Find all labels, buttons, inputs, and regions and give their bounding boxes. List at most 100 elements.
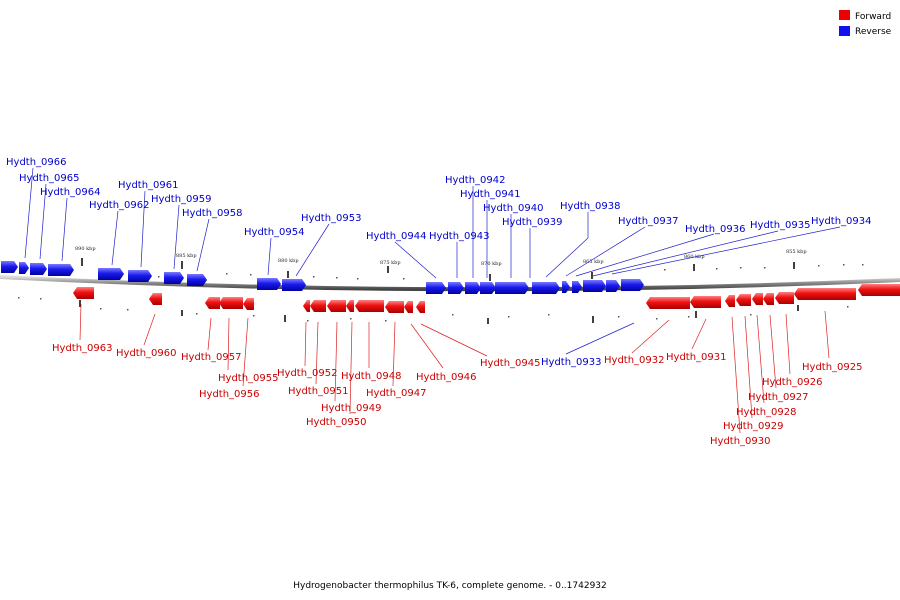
gene-label: Hydth_0956: [199, 389, 260, 400]
gene-arrow[interactable]: [385, 301, 404, 313]
gene-arrow[interactable]: [572, 281, 582, 293]
gene-label: Hydth_0928: [736, 407, 797, 418]
reverse-gene-labels: Hydth_0966 Hydth_0965 Hydth_0964 Hydth_0…: [6, 157, 872, 368]
gene-arrow[interactable]: [690, 296, 721, 308]
gene-arrow[interactable]: [205, 297, 220, 309]
gene-arrow[interactable]: [562, 281, 570, 293]
gene-label: Hydth_0930: [710, 436, 771, 447]
gene-label: Hydth_0965: [19, 173, 80, 184]
gene-arrow[interactable]: [73, 287, 94, 299]
gene-label: Hydth_0942: [445, 175, 506, 186]
gene-arrow[interactable]: [725, 295, 735, 307]
legend: Forward Reverse: [839, 10, 892, 37]
gene-label: Hydth_0933: [541, 357, 602, 368]
gene-label: Hydth_0941: [460, 189, 521, 200]
gene-label: Hydth_0927: [748, 392, 809, 403]
legend-forward-label: Forward: [855, 12, 891, 22]
gene-arrow[interactable]: [465, 282, 481, 294]
gene-arrow[interactable]: [646, 297, 690, 309]
gene-label: Hydth_0952: [277, 368, 338, 379]
gene-arrow[interactable]: [219, 297, 243, 309]
gene-arrow[interactable]: [128, 270, 152, 282]
gene-label: Hydth_0958: [182, 208, 243, 219]
gene-label: Hydth_0946: [416, 372, 477, 383]
gene-arrow[interactable]: [752, 293, 763, 305]
gene-label: Hydth_0960: [116, 348, 177, 359]
gene-arrow[interactable]: [243, 298, 254, 310]
gene-label: Hydth_0925: [802, 362, 863, 373]
gene-arrow[interactable]: [355, 300, 384, 312]
gene-label: Hydth_0951: [288, 386, 349, 397]
gene-arrow[interactable]: [583, 280, 606, 292]
gene-arrow[interactable]: [149, 293, 162, 305]
gene-label: Hydth_0938: [560, 201, 621, 212]
tick-label: 865 kbp: [583, 259, 604, 265]
gene-label: Hydth_0934: [811, 216, 872, 227]
tick-label: 855 kbp: [786, 249, 807, 255]
gene-arrow[interactable]: [404, 301, 413, 313]
gene-label: Hydth_0966: [6, 157, 67, 168]
legend-reverse-swatch: [839, 26, 850, 36]
tick-label: 870 kbp: [481, 261, 502, 267]
gene-arrow[interactable]: [164, 272, 184, 284]
gene-arrow[interactable]: [736, 294, 751, 306]
gene-label: Hydth_0953: [301, 213, 362, 224]
gene-arrow[interactable]: [775, 292, 794, 304]
gene-label: Hydth_0959: [151, 194, 212, 205]
gene-label: Hydth_0957: [181, 352, 242, 363]
gene-label: Hydth_0932: [604, 355, 665, 366]
gene-arrow[interactable]: [426, 282, 446, 294]
gene-arrow[interactable]: [448, 282, 464, 294]
gene-arrow[interactable]: [327, 300, 346, 312]
tick-label: 885 kbp: [176, 253, 197, 259]
gene-label: Hydth_0954: [244, 227, 305, 238]
gene-label: Hydth_0961: [118, 180, 179, 191]
gene-arrow[interactable]: [858, 284, 900, 296]
legend-reverse-label: Reverse: [855, 27, 892, 37]
gene-label: Hydth_0964: [40, 187, 101, 198]
gene-label: Hydth_0929: [723, 421, 784, 432]
gene-arrow[interactable]: [346, 300, 354, 312]
gene-arrow[interactable]: [532, 282, 560, 294]
gene-arrow[interactable]: [98, 268, 124, 280]
gene-arrow[interactable]: [30, 263, 47, 275]
gene-arrow[interactable]: [303, 300, 310, 312]
gene-label: Hydth_0936: [685, 224, 746, 235]
gene-arrow[interactable]: [282, 279, 306, 291]
tick-marks: [79, 258, 799, 324]
forward-genes: [73, 284, 900, 313]
reverse-genes: [1, 261, 644, 294]
gene-label: Hydth_0955: [218, 373, 279, 384]
forward-leader-lines: [79, 303, 830, 434]
gene-label: Hydth_0943: [429, 231, 490, 242]
gene-arrow[interactable]: [621, 279, 644, 291]
gene-label: Hydth_0962: [89, 200, 150, 211]
gene-label: Hydth_0937: [618, 216, 679, 227]
gene-arrow[interactable]: [794, 288, 856, 300]
gene-arrow[interactable]: [257, 278, 281, 290]
gene-label: Hydth_0935: [750, 220, 811, 231]
gene-label: Hydth_0945: [480, 358, 541, 369]
gene-arrow[interactable]: [48, 264, 74, 276]
reverse-leader-lines: [24, 167, 841, 355]
gene-arrow[interactable]: [187, 274, 207, 286]
gene-arrow[interactable]: [480, 282, 496, 294]
gene-label: Hydth_0939: [502, 217, 563, 228]
tick-label: 880 kbp: [278, 258, 299, 264]
gene-label: Hydth_0963: [52, 343, 113, 354]
forward-gene-labels: Hydth_0963 Hydth_0960 Hydth_0957 Hydth_0…: [52, 343, 863, 447]
gene-arrow[interactable]: [495, 282, 529, 294]
gene-arrow[interactable]: [416, 301, 425, 313]
gene-label: Hydth_0950: [306, 417, 367, 428]
gene-label: Hydth_0931: [666, 352, 727, 363]
gene-label: Hydth_0949: [321, 403, 382, 414]
gene-arrow[interactable]: [19, 262, 29, 274]
gene-arrow[interactable]: [1, 261, 18, 273]
gene-label: Hydth_0926: [762, 377, 823, 388]
gene-arrow[interactable]: [763, 293, 774, 305]
gene-arrow[interactable]: [606, 280, 620, 292]
gene-label: Hydth_0948: [341, 371, 402, 382]
gene-arrow[interactable]: [310, 300, 326, 312]
